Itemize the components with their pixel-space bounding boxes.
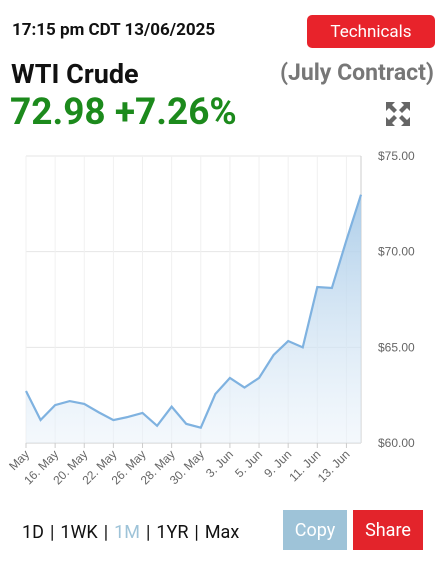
share-button[interactable]: Share xyxy=(353,510,423,550)
x-tick-label: 3. Jun xyxy=(203,447,236,480)
area xyxy=(26,194,361,443)
range-button[interactable]: 1M xyxy=(114,522,140,543)
change: +7.26% xyxy=(114,91,237,134)
copy-button[interactable]: Copy xyxy=(283,510,347,550)
range-button[interactable]: 1YR xyxy=(156,522,189,543)
range-button[interactable]: Max xyxy=(204,522,240,543)
price: 72.98 xyxy=(10,91,106,134)
separator: | xyxy=(49,522,55,543)
y-tick-label: $60.00 xyxy=(378,436,415,450)
separator: | xyxy=(103,522,109,543)
technicals-button[interactable]: Technicals xyxy=(307,15,435,48)
line xyxy=(25,194,363,429)
x-tick-label: 13. Jun xyxy=(315,447,353,485)
y-tick-label: $70.00 xyxy=(378,245,415,259)
range-selector: 1D | 1WK | 1M | 1YR | Max xyxy=(22,522,239,543)
separator: | xyxy=(145,522,151,543)
y-tick-label: $65.00 xyxy=(378,340,415,354)
instrument-name: WTI Crude xyxy=(11,58,139,90)
range-button[interactable]: 1WK xyxy=(60,522,98,543)
range-button[interactable]: 1D xyxy=(22,522,44,543)
expand-icon[interactable] xyxy=(386,102,410,126)
timestamp: 17:15 pm CDT 13/06/2025 xyxy=(12,20,216,40)
y-tick-label: $75.00 xyxy=(378,149,415,163)
separator: | xyxy=(194,522,199,543)
price-line: 72.98 +7.26% xyxy=(10,91,237,134)
x-tick-label: 5. Jun xyxy=(232,447,265,480)
contract: (July Contract) xyxy=(279,59,434,86)
